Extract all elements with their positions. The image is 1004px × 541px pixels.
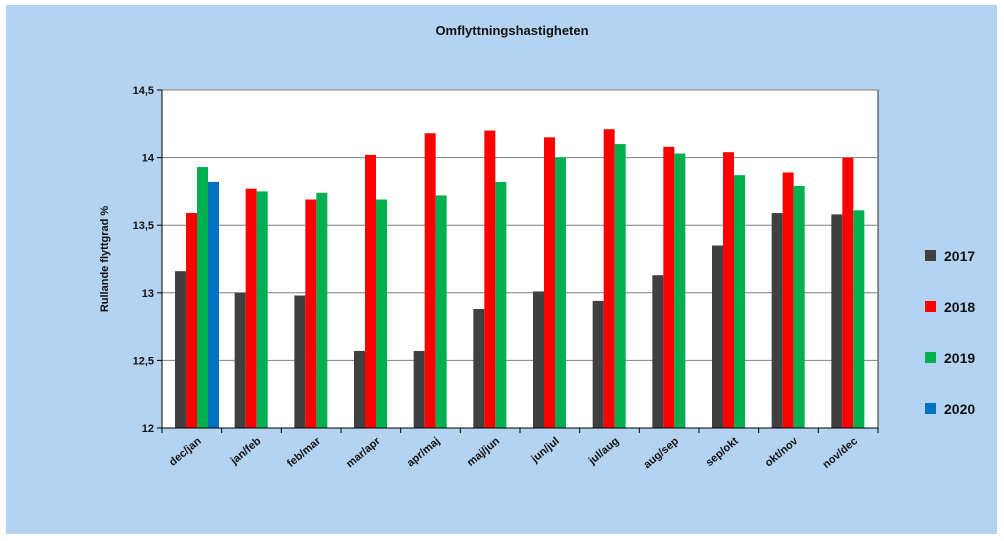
bar-2018-nov-dec xyxy=(842,157,854,428)
bar-2017-aug-sep xyxy=(652,275,664,428)
bar-2018-feb-mar xyxy=(305,199,317,428)
x-tick-label: feb/mar xyxy=(285,435,324,470)
bar-2018-jul-aug xyxy=(603,129,615,428)
x-tick-label: apr/maj xyxy=(405,435,443,469)
bar-2017-jul-aug xyxy=(592,300,604,428)
bar-2017-jun-jul xyxy=(533,291,544,428)
legend-swatch-2018 xyxy=(925,301,936,312)
bar-2017-apr-maj xyxy=(413,350,425,428)
y-tick-label: 12 xyxy=(142,423,154,435)
bar-2017-mar-apr xyxy=(354,350,365,428)
bar-2019-nov-dec xyxy=(853,210,865,428)
y-tick-label: 14 xyxy=(142,153,155,165)
bar-2018-maj-jun xyxy=(484,130,496,428)
bar-2019-jun-jul xyxy=(555,157,566,428)
legend: 2017 2018 2019 2020 xyxy=(925,248,975,417)
bar-2017-dec-jan xyxy=(175,271,186,428)
bar-2018-aug-sep xyxy=(663,146,675,428)
bar-2019-dec-jan xyxy=(197,167,208,428)
plot-background xyxy=(161,89,879,429)
bar-2019-aug-sep xyxy=(674,153,686,428)
legend-label-2017: 2017 xyxy=(944,248,975,264)
bar-2019-jul-aug xyxy=(614,144,626,428)
y-tick-label: 14,5 xyxy=(133,85,154,97)
legend-label-2018: 2018 xyxy=(944,299,975,315)
chart-area: Omflyttningshastigheten 12 12,5 13 13,5 14 14… xyxy=(6,5,997,534)
chart-svg: Omflyttningshastigheten 12 12,5 13 13,5 14 14… xyxy=(99,23,975,471)
bar-2019-sep-okt xyxy=(734,175,745,428)
bar-2019-jan-feb xyxy=(256,191,268,428)
chart-title: Omflyttningshastigheten xyxy=(435,23,588,38)
y-tick-label: 13 xyxy=(142,288,154,300)
x-tick-label: dec/jan xyxy=(167,435,204,469)
x-tick-label: jun/jul xyxy=(528,435,561,466)
bar-2018-jun-jul xyxy=(544,137,555,428)
y-tick-label: 13,5 xyxy=(133,220,154,232)
legend-label-2020: 2020 xyxy=(944,401,975,417)
x-tick-label: aug/sep xyxy=(642,435,682,471)
legend-swatch-2017 xyxy=(925,250,936,261)
bar-2017-maj-jun xyxy=(473,309,485,428)
bar-2019-maj-jun xyxy=(495,181,507,428)
legend-swatch-2020 xyxy=(925,403,936,414)
x-tick-label: sep/okt xyxy=(704,435,741,469)
bar-2019-okt-nov xyxy=(793,185,805,428)
bar-layer xyxy=(175,129,865,428)
x-tick-label: okt/nov xyxy=(763,435,801,470)
bar-2017-okt-nov xyxy=(771,213,783,428)
bar-2018-apr-maj xyxy=(424,133,436,428)
x-tick-label: maj/jun xyxy=(465,435,502,469)
bar-2019-feb-mar xyxy=(316,192,328,428)
y-axis-label: Rullande flyttgrad % xyxy=(99,206,111,313)
bar-2017-nov-dec xyxy=(831,214,843,428)
bar-2018-mar-apr xyxy=(365,154,376,428)
bar-2018-jan-feb xyxy=(245,188,257,428)
x-tick-label: nov/dec xyxy=(821,435,861,471)
bar-2018-okt-nov xyxy=(782,172,794,428)
legend-label-2019: 2019 xyxy=(944,350,975,366)
bar-2017-sep-okt xyxy=(712,245,723,428)
bar-2017-feb-mar xyxy=(294,295,306,428)
bar-2018-dec-jan xyxy=(186,213,197,428)
bar-2019-mar-apr xyxy=(376,199,387,428)
x-tick-label: mar/apr xyxy=(344,435,383,471)
x-tick-label: jan/feb xyxy=(228,435,264,468)
bar-2017-jan-feb xyxy=(234,292,246,428)
bar-2019-apr-maj xyxy=(435,195,447,428)
legend-swatch-2019 xyxy=(925,352,936,363)
x-tick-label: jul/aug xyxy=(586,435,622,468)
y-tick-label: 12,5 xyxy=(133,355,154,367)
bar-2020-dec-jan xyxy=(208,181,219,428)
bar-2018-sep-okt xyxy=(723,152,734,428)
